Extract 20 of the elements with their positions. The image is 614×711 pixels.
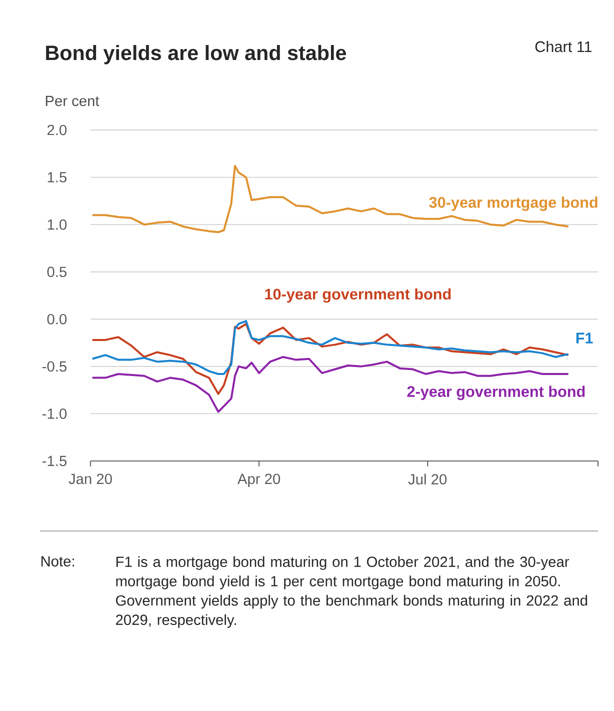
text: Note:	[41, 556, 74, 566]
series-label: 10-year government bond	[265, 288, 451, 303]
y-tick-label: 0.5	[47, 266, 66, 278]
y-tick-label: 1.0	[48, 219, 67, 230]
series-label: 30-year mortgage bond	[429, 196, 598, 211]
y-tick-label: 0.0	[47, 314, 67, 324]
y-tick-label: 1.5	[48, 172, 66, 182]
x-tick-label: Jan 20	[68, 474, 112, 484]
x-tick-label: Apr 20	[237, 474, 280, 487]
y-tick-label: -0.5	[42, 361, 66, 372]
y-axis-title: Per cent	[46, 96, 100, 106]
chart-subtitle: Chart 11	[535, 40, 592, 52]
series-label: 2-year government bond	[407, 386, 585, 400]
x-tick-label: Jul 20	[408, 474, 447, 484]
y-tick-label: -1.0	[42, 408, 67, 419]
chart-title: Bond yields are low and stable	[46, 45, 346, 64]
y-tick-label: -1.5	[42, 456, 66, 466]
series-label: F1	[576, 332, 593, 344]
y-tick-label: 2.0	[47, 124, 67, 136]
text: F1 is a mortgage bond maturing on 1 October 2021, and the 30-year mortgage bond yield is 1 per cent mortgage bond maturing in 2050. Government yields apply to the benchmark bonds maturing in 2022 and 2029, respectively.	[116, 556, 588, 628]
